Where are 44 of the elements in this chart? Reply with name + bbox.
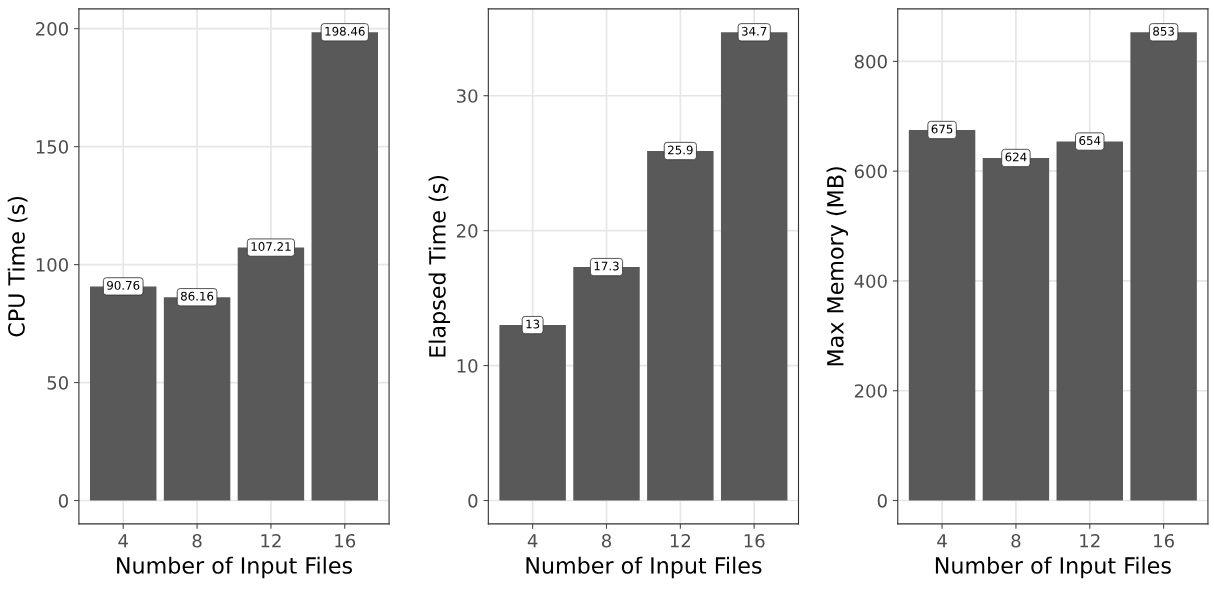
x-axis-title: Number of Input Files (935, 556, 1171, 579)
x-tick-label: 8 (601, 533, 611, 548)
y-tick-label: 400 (854, 274, 887, 289)
y-tick-label: 10 (457, 359, 478, 373)
y-tick-label: 150 (36, 140, 68, 154)
data-label: 624 (1005, 152, 1027, 162)
y-tick-label: 0 (58, 493, 68, 508)
data-label: 107.21 (251, 242, 291, 251)
data-label: 34.7 (741, 26, 767, 36)
x-axis-title: Number of Input Files (117, 556, 353, 579)
data-label: 17.3 (594, 261, 619, 271)
x-tick-label: 12 (670, 533, 691, 548)
y-axis-title: Max Memory (MB) (826, 167, 849, 366)
y-tick-label: 30 (457, 89, 478, 103)
x-tick-label: 16 (1154, 533, 1174, 548)
y-tick-label: 50 (47, 376, 68, 390)
data-label: 675 (931, 124, 953, 134)
y-tick-label: 0 (877, 493, 887, 508)
x-tick-label: 8 (192, 533, 202, 548)
x-tick-label: 12 (1080, 533, 1100, 548)
y-tick-label: 200 (36, 22, 68, 36)
y-axis-title: Elapsed Time (s) (428, 175, 451, 357)
y-tick-label: 600 (854, 164, 887, 179)
data-label: 853 (1153, 26, 1174, 36)
y-tick-label: 100 (36, 258, 68, 272)
data-label: 86.16 (180, 291, 214, 301)
data-label: 198.46 (325, 26, 365, 36)
y-axis-title: CPU Time (s) (7, 197, 28, 337)
x-tick-label: 12 (261, 533, 281, 548)
y-tick-label: 20 (456, 224, 478, 238)
data-label: 90.76 (107, 280, 140, 290)
data-label: 13 (526, 319, 540, 329)
x-tick-label: 4 (937, 534, 947, 548)
y-tick-label: 0 (468, 493, 478, 508)
x-axis-title: Number of Input Files (526, 556, 762, 579)
data-label: 25.9 (668, 145, 693, 155)
data-label: 654 (1079, 136, 1101, 145)
x-tick-label: 16 (335, 533, 356, 548)
x-tick-label: 4 (118, 534, 128, 548)
x-tick-label: 16 (744, 533, 765, 548)
y-tick-label: 200 (854, 384, 887, 398)
x-tick-label: 4 (527, 534, 538, 548)
x-tick-label: 8 (1011, 533, 1021, 548)
y-tick-label: 800 (854, 54, 887, 69)
